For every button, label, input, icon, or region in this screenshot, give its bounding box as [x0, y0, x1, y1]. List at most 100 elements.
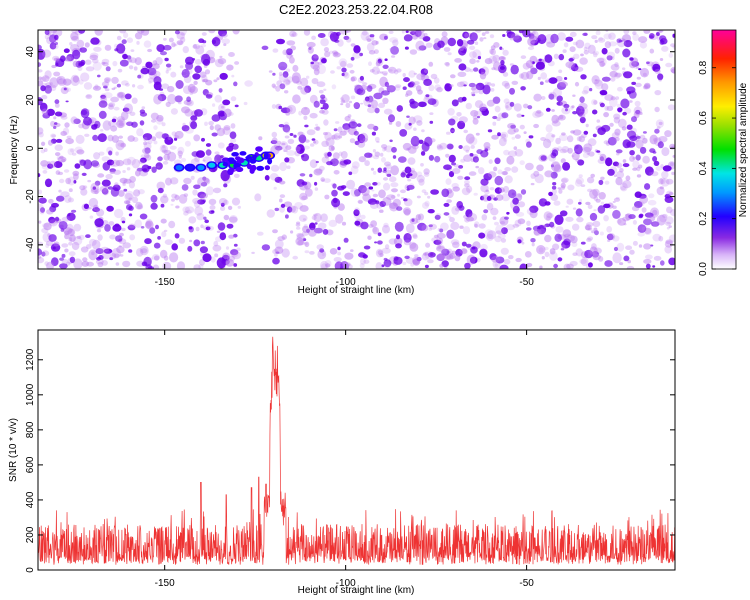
noise-blob	[532, 110, 542, 119]
noise-blob	[668, 225, 672, 228]
noise-blob	[117, 190, 125, 197]
noise-blob	[562, 229, 572, 238]
noise-blob	[201, 32, 207, 36]
noise-blob	[106, 205, 114, 212]
noise-blob	[55, 170, 61, 176]
noise-blob	[367, 198, 377, 205]
noise-blob	[488, 159, 493, 165]
noise-blob	[468, 171, 477, 176]
colorbar-tick-label: 0.2	[698, 211, 709, 225]
noise-blob	[484, 58, 493, 65]
noise-blob	[666, 226, 670, 230]
noise-blob	[480, 195, 485, 201]
noise-blob	[449, 217, 455, 223]
noise-blob	[450, 74, 456, 79]
noise-blob	[392, 155, 397, 159]
noise-blob	[52, 246, 56, 250]
noise-blob	[511, 80, 519, 85]
noise-blob	[153, 125, 158, 130]
noise-blob	[153, 94, 163, 105]
noise-blob	[568, 62, 576, 71]
noise-blob	[161, 149, 168, 154]
noise-blob	[623, 40, 633, 48]
noise-blob	[220, 202, 225, 207]
noise-blob	[119, 254, 124, 257]
noise-blob	[452, 241, 460, 249]
noise-blob	[668, 257, 675, 266]
noise-blob	[222, 99, 231, 106]
noise-blob	[536, 164, 544, 172]
noise-blob	[111, 118, 117, 123]
noise-blob	[403, 239, 412, 246]
noise-blob	[71, 241, 80, 251]
noise-blob	[603, 215, 609, 222]
noise-blob	[415, 102, 420, 107]
noise-blob	[531, 242, 535, 247]
x-tick-label: -150	[155, 277, 175, 288]
noise-blob	[417, 222, 427, 231]
noise-blob	[572, 111, 578, 115]
noise-blob	[188, 226, 193, 230]
noise-blob	[131, 196, 139, 204]
noise-blob	[632, 31, 636, 35]
noise-blob	[137, 203, 144, 210]
noise-blob	[128, 197, 133, 202]
colorbar-gradient	[711, 29, 737, 270]
noise-blob	[375, 248, 384, 258]
noise-blob	[557, 146, 563, 151]
noise-blob	[127, 58, 133, 63]
noise-blob	[101, 156, 110, 162]
noise-blob	[41, 75, 50, 82]
noise-blob	[337, 251, 341, 256]
noise-blob	[507, 150, 518, 157]
noise-blob	[305, 188, 313, 197]
noise-blob	[360, 102, 364, 105]
noise-blob	[73, 118, 81, 125]
noise-blob	[553, 53, 559, 60]
noise-blob	[193, 200, 201, 208]
noise-blob	[604, 105, 609, 111]
noise-blob	[491, 83, 496, 87]
noise-blob	[543, 224, 547, 228]
noise-blob	[231, 251, 242, 260]
noise-blob	[465, 102, 472, 110]
noise-blob	[614, 128, 621, 136]
noise-blob	[101, 58, 110, 64]
noise-blob	[502, 34, 506, 37]
noise-blob	[279, 198, 283, 203]
noise-blob	[382, 170, 387, 173]
noise-blob	[126, 37, 133, 43]
noise-blob	[652, 233, 662, 242]
noise-blob	[279, 180, 286, 185]
noise-blob	[204, 219, 209, 224]
noise-blob	[632, 156, 637, 160]
noise-blob	[466, 254, 476, 265]
noise-blob	[595, 198, 601, 203]
noise-blob	[236, 247, 241, 252]
noise-blob	[593, 195, 599, 201]
noise-blob	[366, 42, 375, 52]
noise-blob	[50, 138, 57, 144]
noise-blob	[375, 262, 383, 269]
noise-blob	[544, 234, 552, 243]
noise-blob	[372, 193, 379, 198]
noise-blob	[614, 72, 622, 78]
y-tick-label: 400	[25, 491, 36, 508]
noise-blob	[202, 199, 206, 203]
noise-blob	[331, 134, 339, 140]
noise-blob	[335, 31, 341, 36]
noise-blob	[643, 218, 652, 226]
noise-blob	[230, 138, 237, 143]
noise-blob	[346, 63, 354, 68]
noise-blob	[116, 120, 125, 129]
noise-blob	[501, 193, 510, 202]
noise-blob	[347, 114, 352, 118]
noise-blob	[61, 258, 68, 265]
noise-blob	[191, 151, 199, 157]
noise-blob	[223, 43, 227, 46]
noise-blob	[164, 136, 174, 145]
noise-blob	[422, 202, 429, 209]
noise-blob	[285, 112, 290, 116]
noise-blob	[195, 45, 205, 55]
